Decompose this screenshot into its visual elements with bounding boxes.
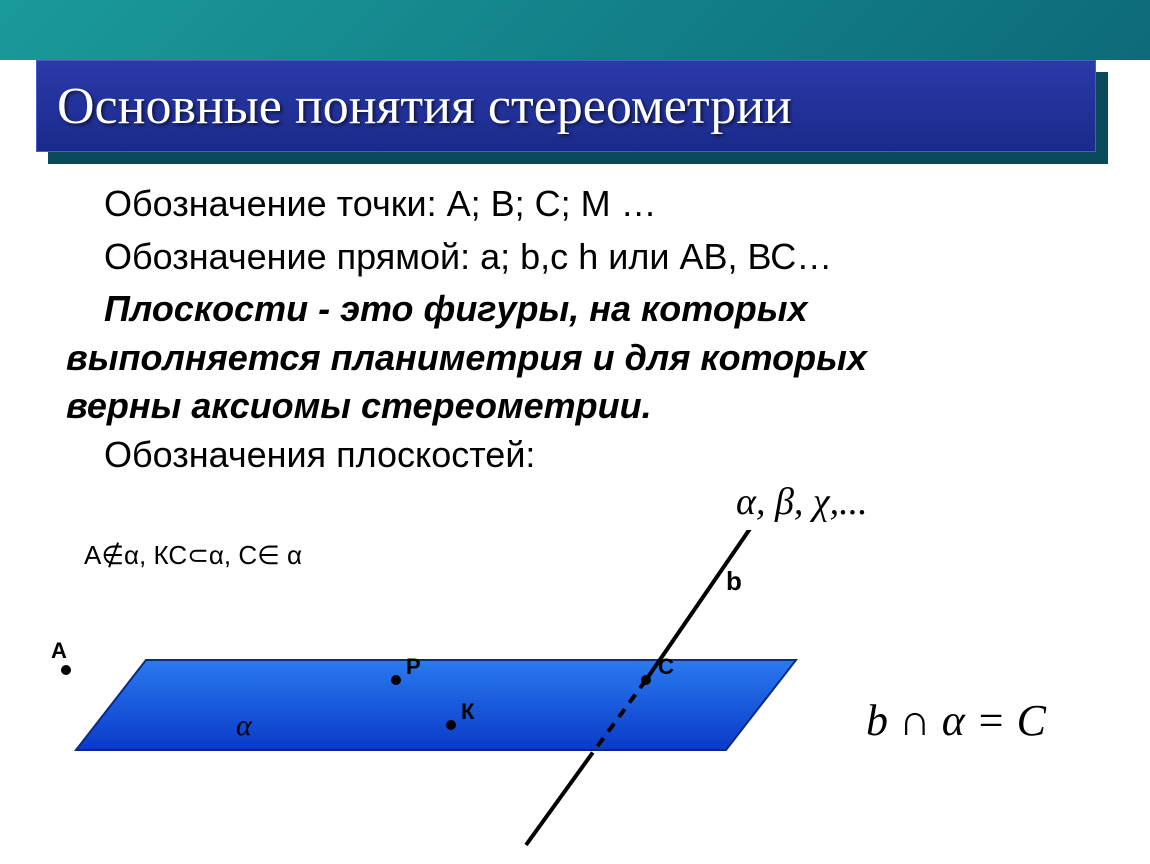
label-c: С [658,654,674,679]
label-alpha: α [236,709,253,742]
plane-shape [76,660,796,750]
label-b: b [726,566,742,596]
label-k: К [461,699,475,724]
text-line-4: Обозначения плоскостей: [36,431,1114,480]
point-c [641,675,651,685]
text-line-3b: выполняется планиметрия и для которых [36,334,1114,383]
line-b-lower [526,755,591,845]
text-line-2: Обозначение прямой: а; b,c h или АВ, ВС… [36,233,1114,282]
header-bg [0,0,1150,60]
text-line-1: Обозначение точки: А; В; С; М … [36,180,1114,229]
intersection-formula: b ∩ α = C [866,695,1046,746]
text-line-3a: Плоскости - это фигуры, на которых [36,285,1114,334]
point-k [446,720,456,730]
slide-title: Основные понятия стереометрии [57,77,792,136]
greek-symbols: α, β, χ,... [736,480,868,524]
point-p [391,675,401,685]
point-a [61,665,71,675]
label-p: Р [406,654,421,679]
diagram: α, β, χ,... А∉α, КС⊂α, С∈ α А Р [36,500,1116,840]
plane-diagram: А Р К С α b [36,530,936,850]
text-line-3c: верны аксиомы стереометрии. [36,382,1114,431]
content: Обозначение точки: А; В; С; М … Обозначе… [36,180,1114,484]
slide: Основные понятия стереометрии Обозначени… [0,0,1150,864]
label-a: А [51,638,67,663]
title-bar: Основные понятия стереометрии [36,60,1096,152]
